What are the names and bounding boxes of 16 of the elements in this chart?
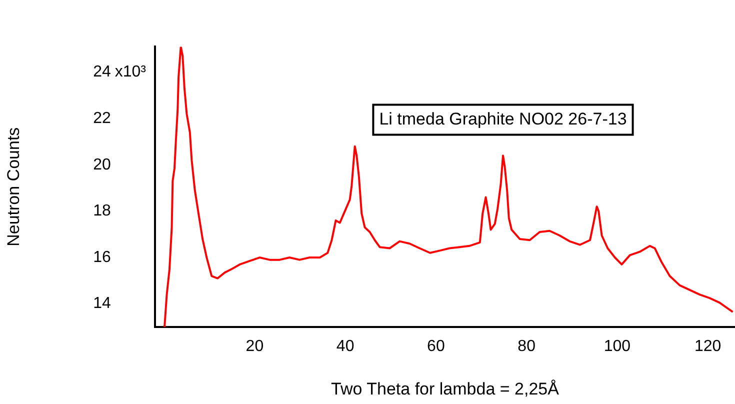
x-tick-label: 20 — [246, 338, 264, 356]
x-tick-label: 40 — [336, 338, 354, 356]
text: x10³ — [114, 64, 147, 81]
y-axis-title: Neutron Counts — [4, 127, 23, 246]
y-tick-label: 24 — [93, 64, 111, 81]
y-tick-label: 22 — [93, 110, 111, 127]
annotation: Li tmeda Graphite NO02 26-7-13 — [379, 109, 627, 128]
x-tick-label: 120 — [694, 338, 722, 356]
x-tick-label: 80 — [518, 338, 536, 356]
y-tick-label: 16 — [93, 248, 111, 266]
x-tick-label: 60 — [427, 338, 445, 356]
y-tick-label: 14 — [93, 295, 111, 312]
x-tick-label: 100 — [604, 338, 631, 356]
y-tick-label: 20 — [93, 156, 111, 174]
y-tick-label: 18 — [93, 202, 111, 220]
x-axis-title: Two Theta for lambda = 2,25Å — [331, 379, 560, 398]
